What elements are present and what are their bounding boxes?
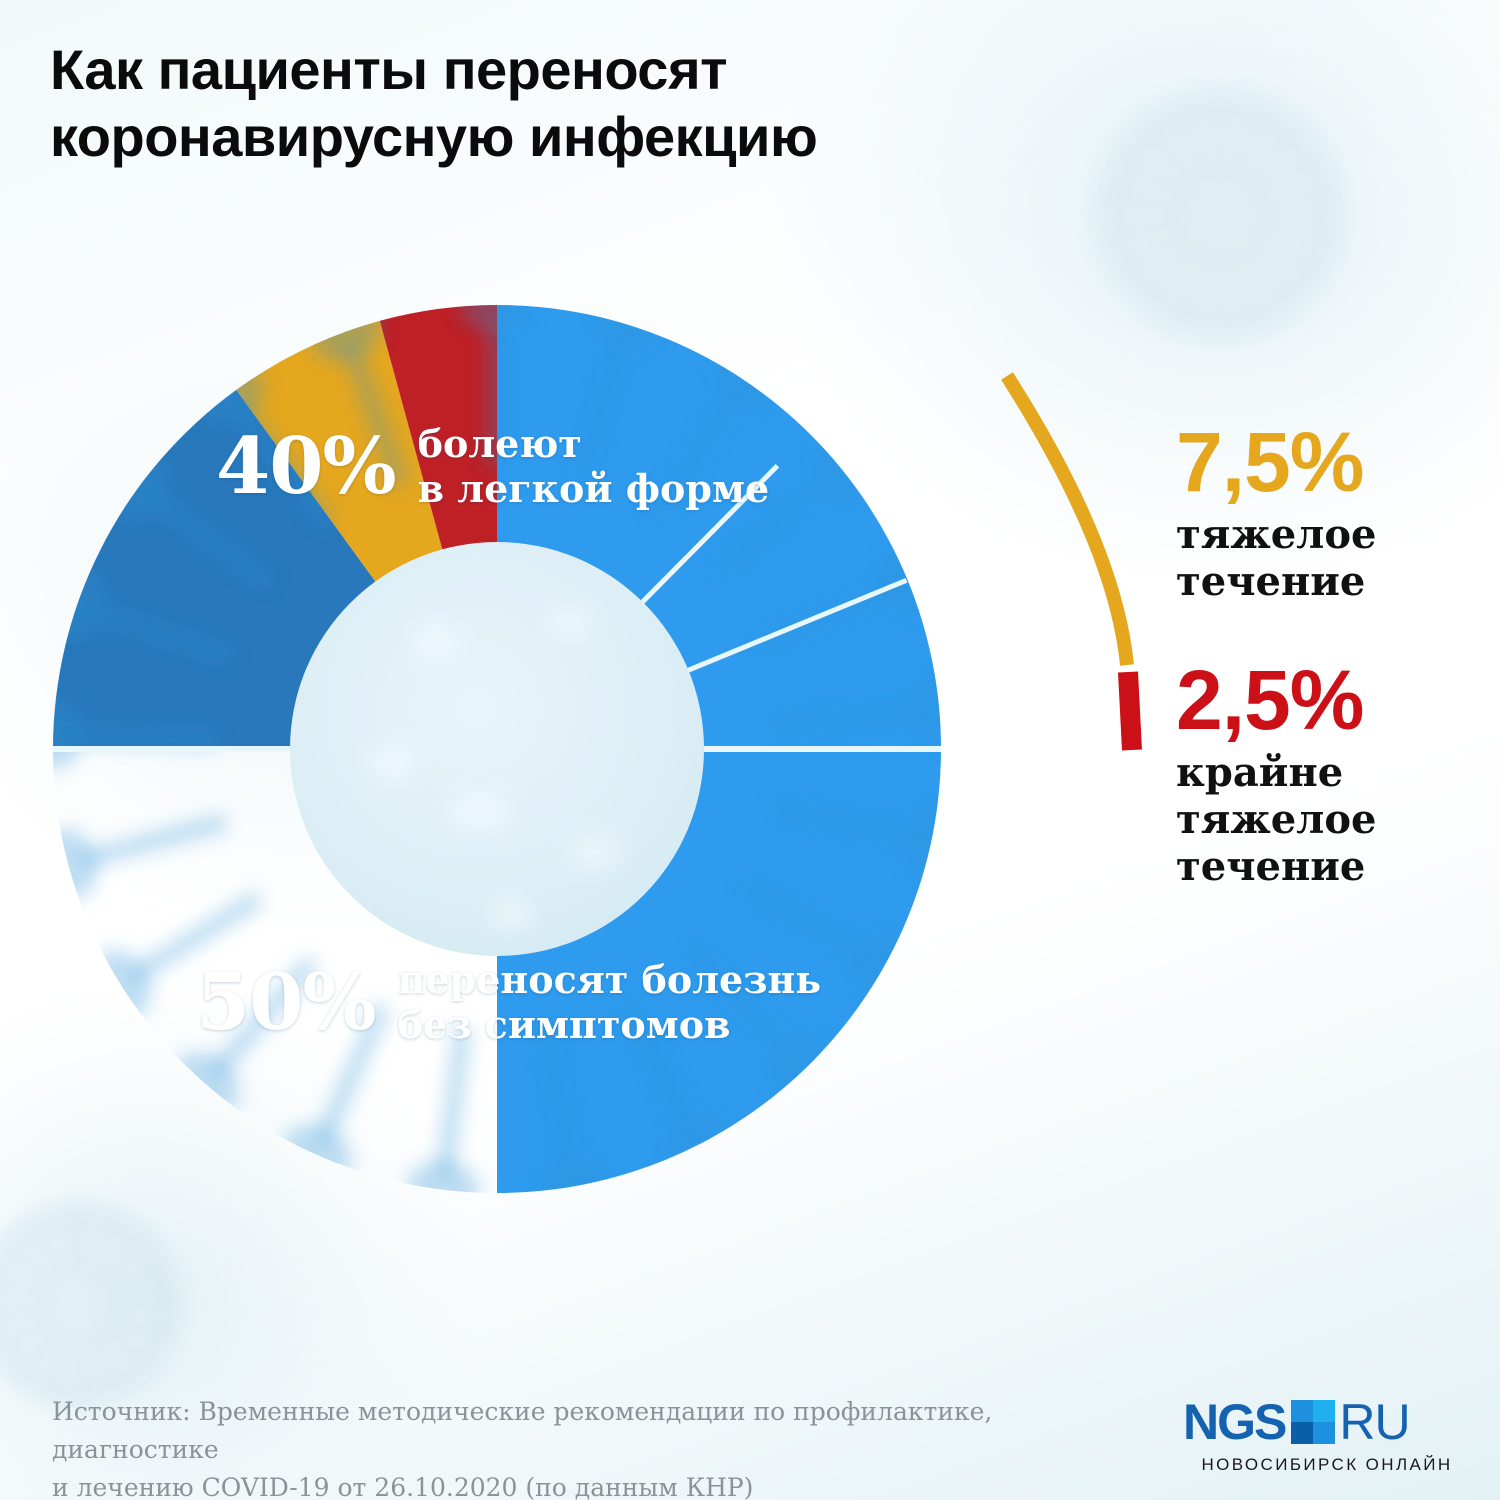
legend-critical-text: крайне тяжелое течение bbox=[1176, 749, 1377, 891]
legend-severe-line-2: течение bbox=[1176, 557, 1366, 605]
legend-critical-percent: 2,5% bbox=[1176, 653, 1364, 747]
page-title: Как пациенты переносят коронавирусную ин… bbox=[50, 36, 950, 170]
critical-leader-mark bbox=[1118, 671, 1142, 751]
donut-hole-texture bbox=[368, 605, 621, 931]
ngs-logo[interactable]: NGS RU НОВОСИБИРСК ОНЛАЙН bbox=[1183, 1396, 1471, 1480]
virus-watermark-top-right bbox=[950, 10, 1500, 410]
donut-hole bbox=[290, 542, 704, 956]
title-line-1: Как пациенты переносят bbox=[50, 38, 728, 101]
legend-severe-text: тяжелое течение bbox=[1176, 511, 1377, 605]
source-line-1: Источник: Временные методические рекомен… bbox=[52, 1397, 993, 1464]
legend-critical-line-3: течение bbox=[1176, 843, 1366, 890]
title-line-2: коронавирусную инфекцию bbox=[50, 105, 818, 169]
severe-leader-arc bbox=[1001, 372, 1134, 666]
logo-tagline: НОВОСИБИРСК ОНЛАЙН bbox=[1201, 1455, 1453, 1474]
logo-wordmark: NGS RU bbox=[1183, 1396, 1471, 1448]
legend-item-critical: 2,5% крайне тяжелое течение bbox=[1176, 653, 1377, 891]
logo-domain: RU bbox=[1339, 1394, 1410, 1450]
legend-critical-line-1: крайне bbox=[1176, 748, 1344, 796]
logo-square-top-right bbox=[1313, 1400, 1336, 1422]
donut-chart bbox=[40, 292, 960, 1212]
logo-squares-icon bbox=[1291, 1400, 1336, 1444]
legend-critical-line-2: тяжелое bbox=[1176, 795, 1377, 843]
source-line-2: и лечению COVID-19 от 26.10.2020 (по дан… bbox=[52, 1473, 754, 1500]
source-note: Источник: Временные методические рекомен… bbox=[52, 1393, 1162, 1500]
legend-severe-percent: 7,5% bbox=[1176, 415, 1364, 509]
legend-item-severe: 7,5% тяжелое течение bbox=[1176, 415, 1377, 605]
logo-square-bottom-right bbox=[1313, 1422, 1336, 1444]
logo-square-bottom-left bbox=[1291, 1422, 1314, 1444]
logo-square-top-left bbox=[1291, 1400, 1314, 1422]
legend-severe-line-1: тяжелое bbox=[1176, 510, 1377, 558]
logo-name: NGS bbox=[1183, 1394, 1287, 1450]
